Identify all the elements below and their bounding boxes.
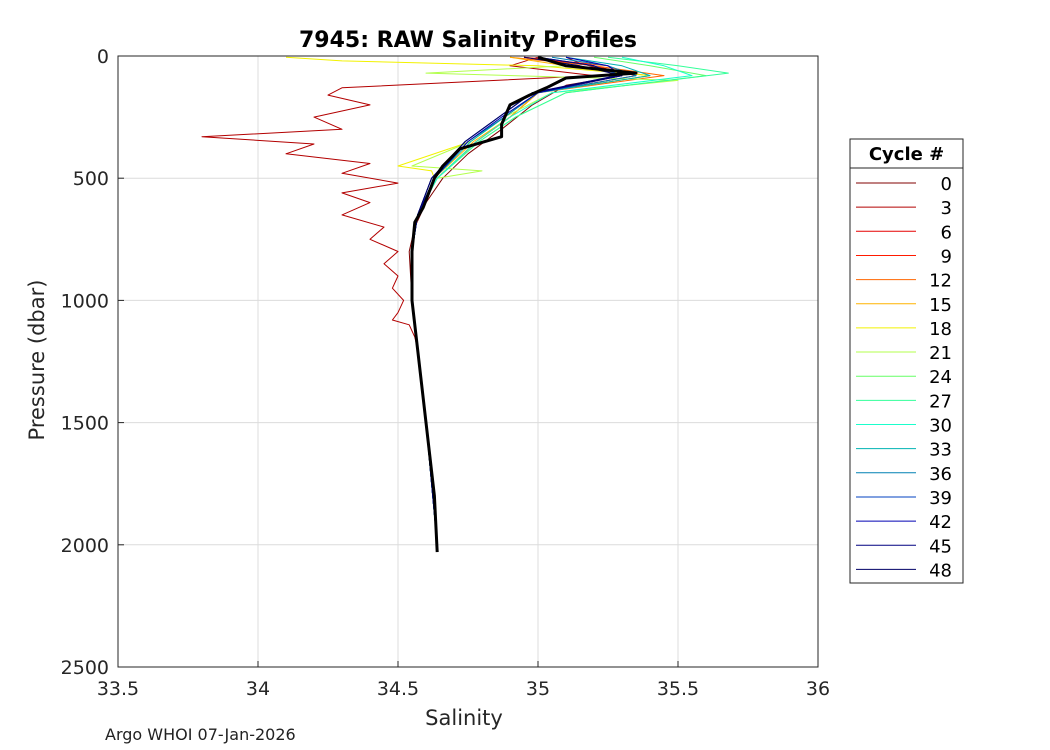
legend-label-cycle-33: 33: [929, 440, 952, 461]
x-tick-label: 34: [246, 678, 270, 700]
legend-label-cycle-42: 42: [929, 512, 952, 533]
plot-background: [118, 56, 818, 667]
legend-label-cycle-9: 9: [941, 246, 952, 267]
x-tick-label: 33.5: [97, 678, 139, 700]
axes-frame: [117, 55, 819, 668]
y-tick-label: 500: [73, 168, 109, 190]
x-tick-label: 35: [526, 678, 550, 700]
footer-credit: Argo WHOI 07-Jan-2026: [105, 725, 296, 744]
plot-area: 33.5 34 34.5 35 35.5 36 0 500 1000 1500 2000 2500: [61, 46, 830, 700]
legend-label-cycle-21: 21: [929, 343, 952, 364]
legend-label-cycle-48: 48: [929, 560, 952, 581]
legend-title: Cycle #: [869, 144, 944, 165]
chart-title: 7945: RAW Salinity Profiles: [299, 28, 637, 53]
legend-label-cycle-18: 18: [929, 319, 952, 340]
legend-label-cycle-6: 6: [941, 222, 952, 243]
legend-label-cycle-0: 0: [941, 174, 952, 195]
legend-box: [849, 138, 964, 584]
legend-label-cycle-15: 15: [929, 295, 952, 316]
legend-label-cycle-39: 39: [929, 488, 952, 509]
x-tick-label: 34.5: [377, 678, 419, 700]
legend-label-cycle-3: 3: [941, 198, 952, 219]
mean-profile-line: [410, 55, 638, 553]
legend-label-cycle-12: 12: [929, 271, 952, 292]
y-axis-label: Pressure (dbar): [25, 280, 49, 441]
legend-label-cycle-45: 45: [929, 536, 952, 557]
legend-label-cycle-27: 27: [929, 391, 952, 412]
x-tick-label: 35.5: [657, 678, 699, 700]
legend-label-cycle-24: 24: [929, 367, 952, 388]
x-axis-label: Salinity: [425, 706, 503, 730]
y-tick-label: 0: [97, 46, 109, 68]
y-tick-label: 2000: [61, 535, 109, 557]
legend-label-cycle-36: 36: [929, 464, 952, 485]
y-tick-label: 2500: [61, 657, 109, 679]
profile-line-cycle-3: [201, 56, 595, 350]
legend-label-cycle-30: 30: [929, 416, 952, 437]
y-tick-label: 1500: [61, 413, 109, 435]
y-tick-label: 1000: [61, 290, 109, 312]
x-tick-label: 36: [806, 678, 830, 700]
